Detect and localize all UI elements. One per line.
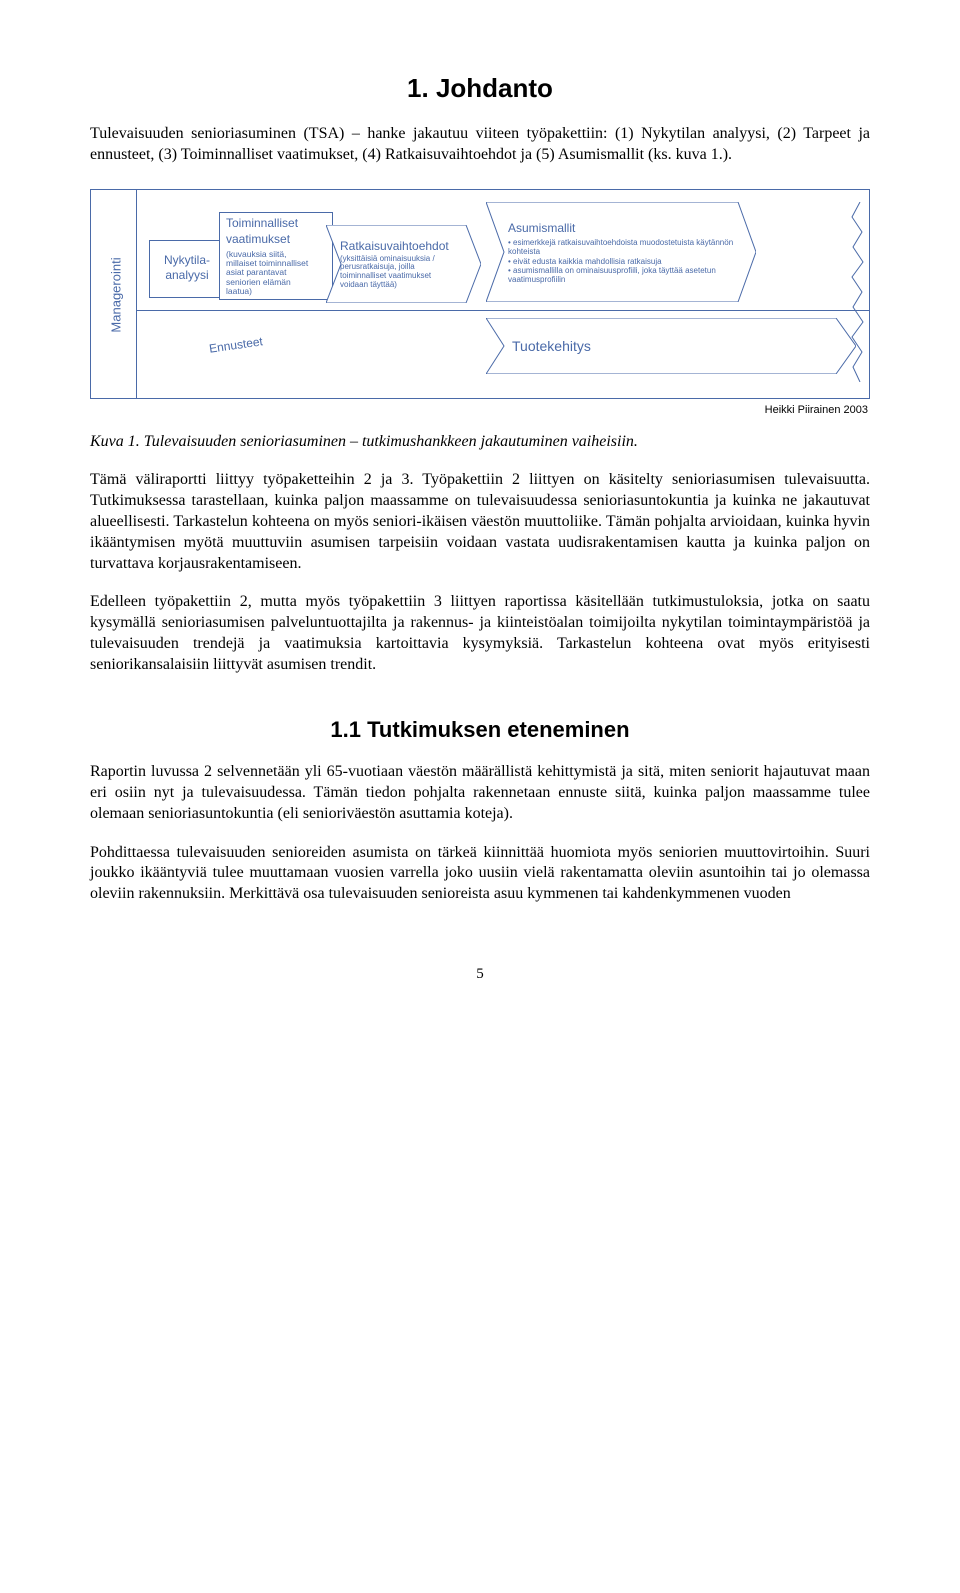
section-heading: 1.1 Tutkimuksen eteneminen [90,716,870,745]
diagram-ratkaisu-chevron: Ratkaisuvaihtoehdot (yksittäisiä ominais… [326,225,481,303]
diagram-nykytila-box: Nykytila- analyysi [149,240,225,298]
diagram-ratkaisu-title: Ratkaisuvaihtoehdot [340,239,463,255]
diagram-nykytila-label: Nykytila- analyysi [164,253,210,284]
diagram-tuotekehitys-chevron: Tuotekehitys [486,318,856,374]
diagram-asumismallit-chevron: Asumismallit esimerkkejä ratkaisuvaihtoe… [486,202,756,302]
diagram-toiminnalliset-box: Toiminnalliset vaatimukset (kuvauksia si… [219,212,333,300]
diagram-asumismallit-li: asumismallilla on ominaisuusprofiili, jo… [508,266,734,284]
paragraph: Edelleen työpakettiin 2, mutta myös työp… [90,592,870,675]
process-diagram: Managerointi Nykytila- analyysi Toiminna… [90,189,870,399]
diagram-toiminnalliset-title: Toiminnalliset vaatimukset [226,216,298,247]
diagram-tuotekehitys-title: Tuotekehitys [512,337,838,355]
diagram-torn-edge [850,202,870,382]
page-number: 5 [90,965,870,985]
paragraph: Pohdittaessa tulevaisuuden senioreiden a… [90,843,870,905]
diagram-ratkaisu-sub: (yksittäisiä ominaisuuksia / perusratkai… [340,255,463,290]
intro-paragraph: Tulevaisuuden senioriasuminen (TSA) – ha… [90,124,870,166]
diagram-asumismallit-li: eivät edusta kaikkia mahdollisia ratkais… [508,257,734,266]
diagram-asumismallit-list: esimerkkejä ratkaisuvaihtoehdoista muodo… [508,238,734,284]
diagram-managerointi: Managerointi [109,258,126,333]
figure-caption: Kuva 1. Tulevaisuuden senioriasuminen – … [90,432,870,453]
diagram-asumismallit-li: esimerkkejä ratkaisuvaihtoehdoista muodo… [508,238,734,256]
diagram-ennusteet: Ennusteet [208,335,264,358]
paragraph: Raportin luvussa 2 selvennetään yli 65-v… [90,762,870,824]
page-title: 1. Johdanto [90,72,870,106]
diagram-toiminnalliset-sub: (kuvauksia siitä, millaiset toiminnallis… [226,250,308,297]
diagram-credit: Heikki Piirainen 2003 [92,403,868,417]
paragraph: Tämä väliraportti liittyy työpaketteihin… [90,470,870,574]
diagram-asumismallit-title: Asumismallit [508,221,734,237]
